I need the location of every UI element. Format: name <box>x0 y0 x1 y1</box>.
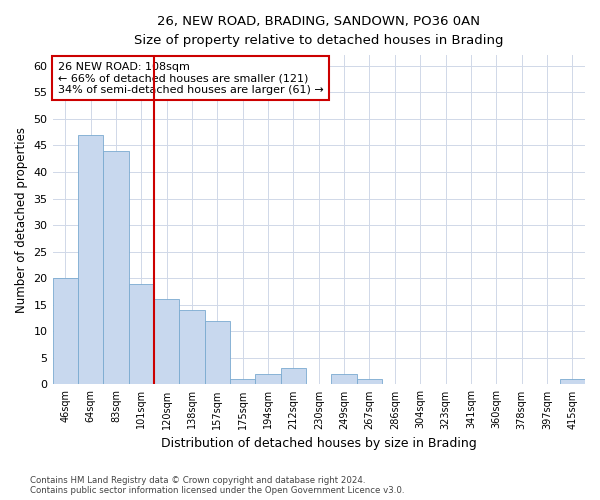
Bar <box>128 284 154 384</box>
Bar <box>205 320 230 384</box>
Bar <box>281 368 306 384</box>
Title: 26, NEW ROAD, BRADING, SANDOWN, PO36 0AN
Size of property relative to detached h: 26, NEW ROAD, BRADING, SANDOWN, PO36 0AN… <box>134 15 503 47</box>
Bar <box>256 374 281 384</box>
Text: Contains HM Land Registry data © Crown copyright and database right 2024.
Contai: Contains HM Land Registry data © Crown c… <box>30 476 404 495</box>
Text: 26 NEW ROAD: 108sqm
← 66% of detached houses are smaller (121)
34% of semi-detac: 26 NEW ROAD: 108sqm ← 66% of detached ho… <box>58 62 323 95</box>
Y-axis label: Number of detached properties: Number of detached properties <box>15 127 28 313</box>
Bar <box>331 374 357 384</box>
Bar <box>154 300 179 384</box>
Bar <box>357 379 382 384</box>
Bar <box>78 135 103 384</box>
Bar <box>103 150 128 384</box>
Bar <box>560 379 585 384</box>
Bar <box>53 278 78 384</box>
Bar <box>179 310 205 384</box>
X-axis label: Distribution of detached houses by size in Brading: Distribution of detached houses by size … <box>161 437 476 450</box>
Bar <box>230 379 256 384</box>
